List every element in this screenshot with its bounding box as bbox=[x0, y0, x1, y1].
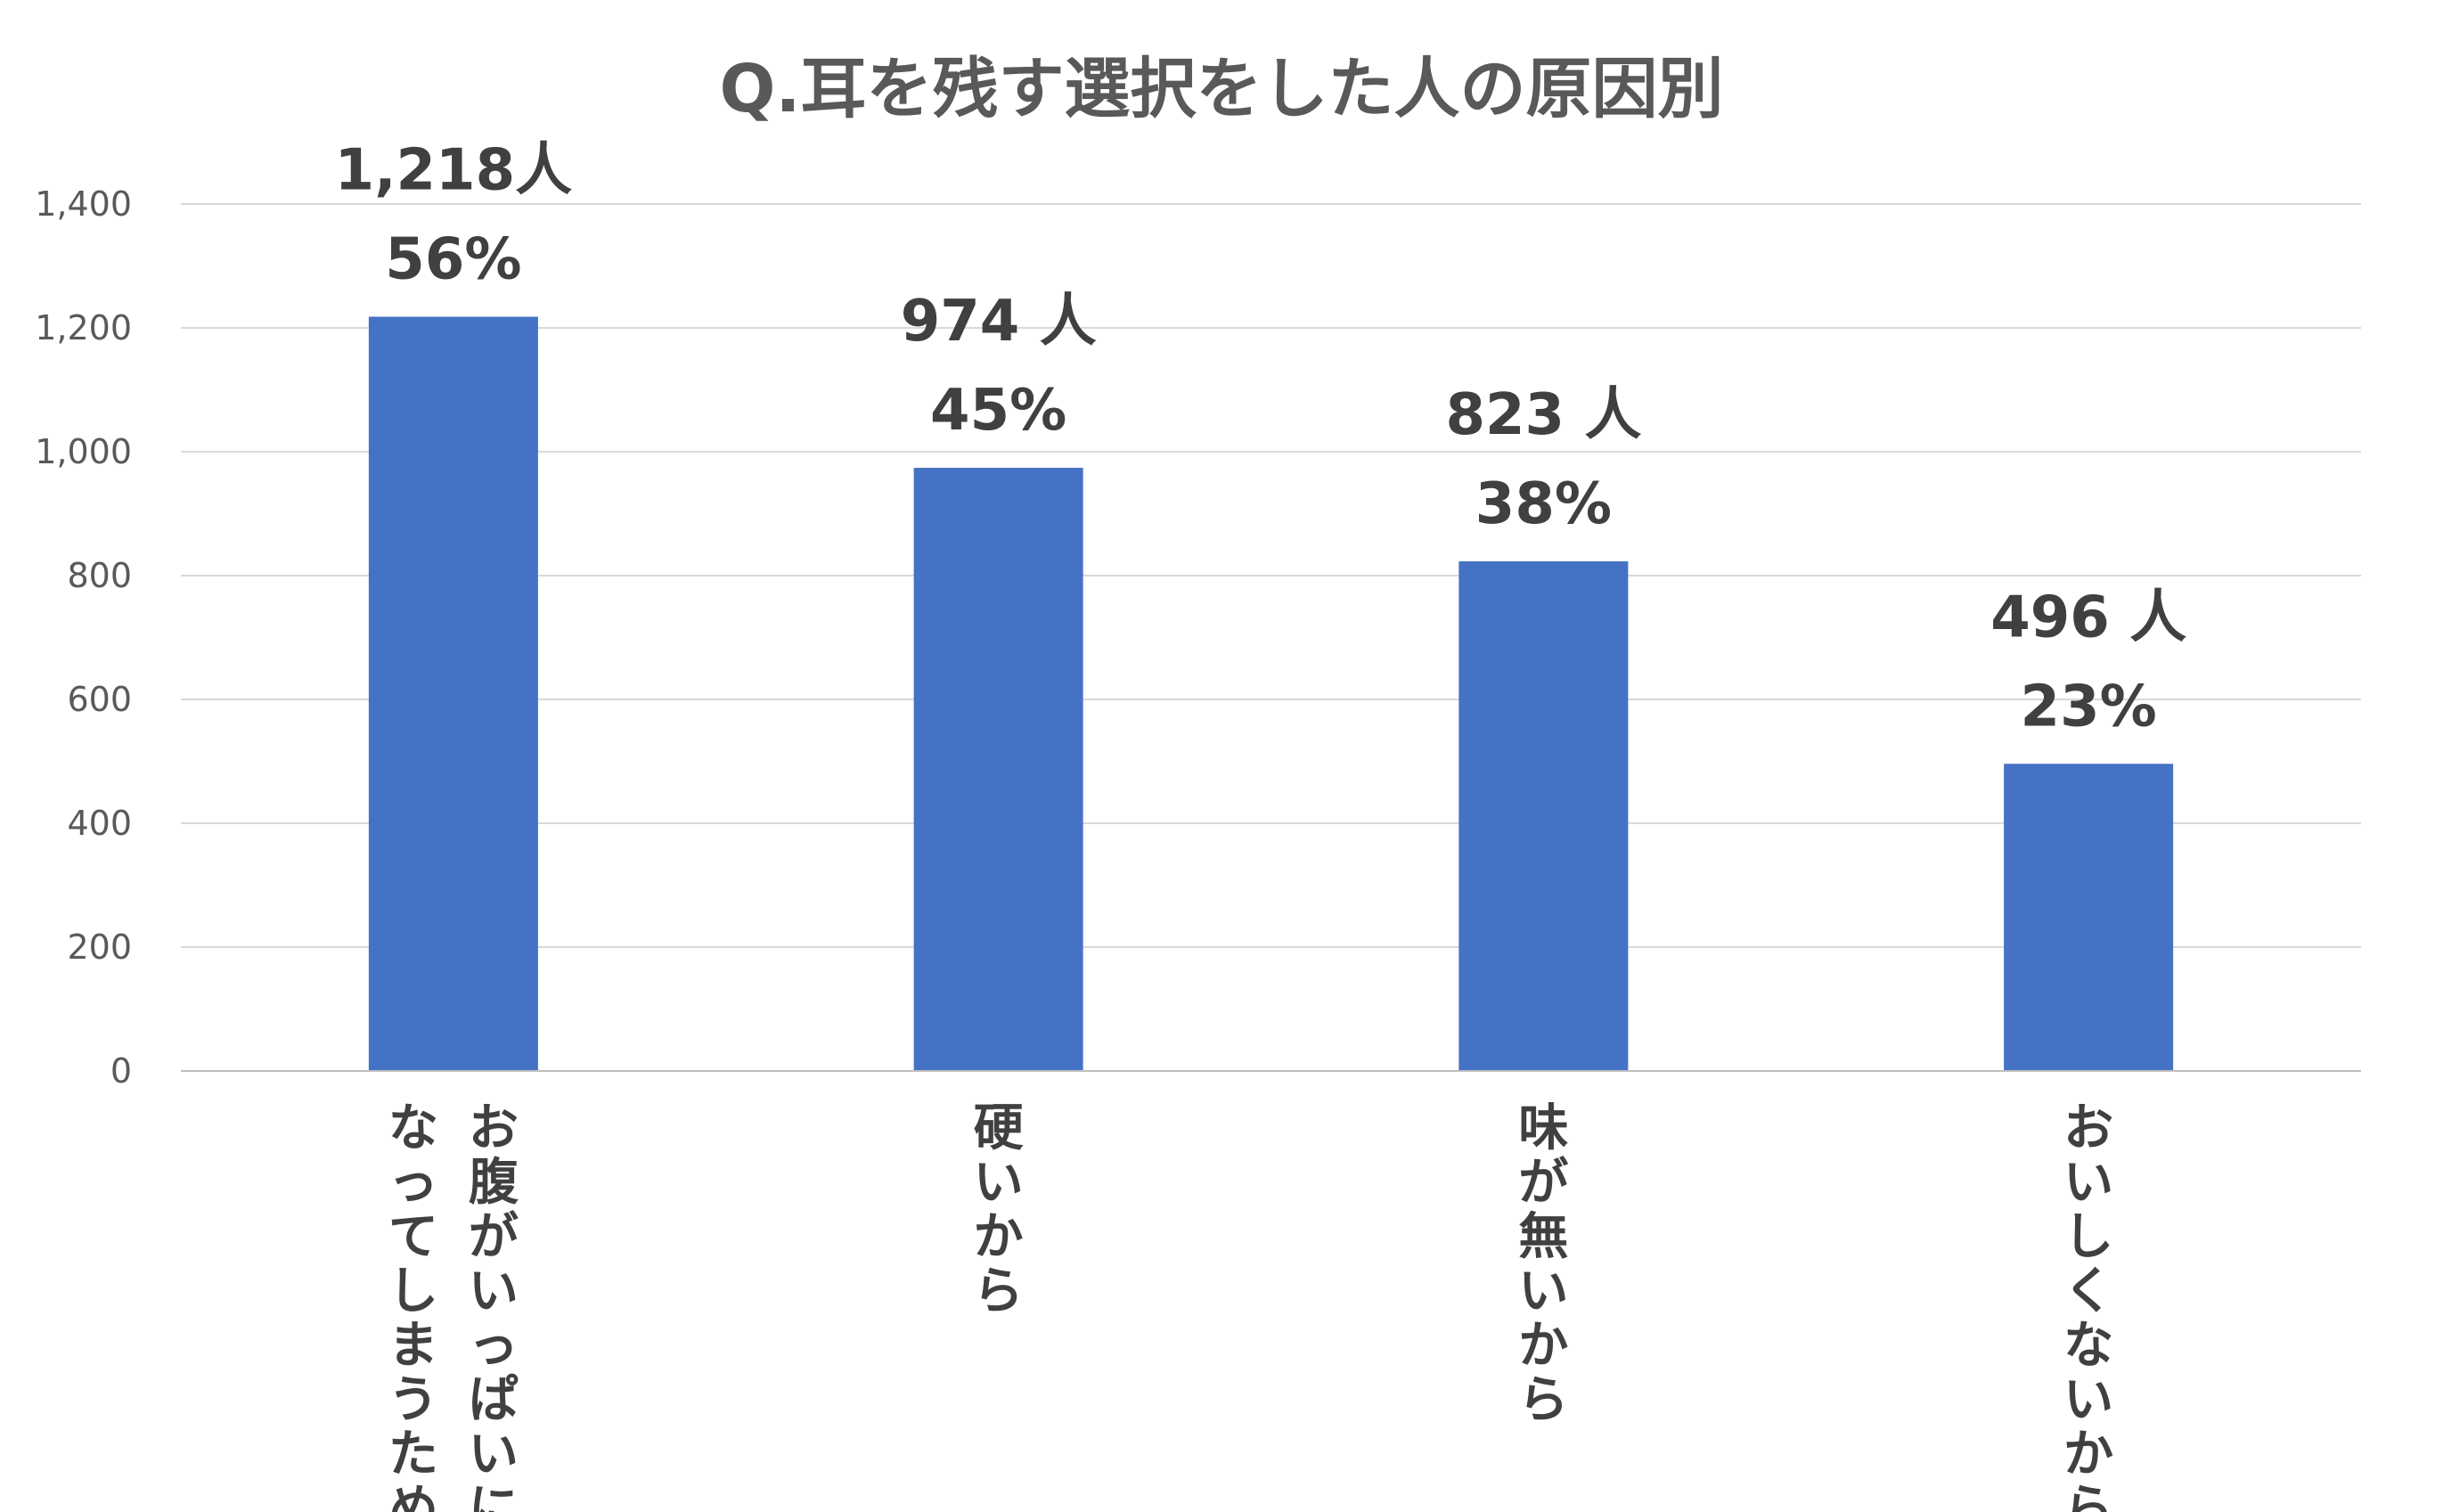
bar bbox=[913, 468, 1083, 1071]
y-tick-label: 400 bbox=[67, 804, 132, 843]
data-label-percent: 23% bbox=[2021, 674, 2157, 740]
y-tick-label: 1,400 bbox=[35, 184, 132, 224]
category-label-char: な bbox=[388, 1099, 438, 1157]
category-label-char: て bbox=[388, 1208, 438, 1266]
category-label-char: な bbox=[2063, 1317, 2113, 1375]
category-label-char: し bbox=[388, 1263, 438, 1320]
category-label-char: く bbox=[2063, 1263, 2113, 1320]
category-label-char: ら bbox=[974, 1263, 1024, 1320]
data-label-percent: 45% bbox=[930, 378, 1066, 444]
category-label-char: し bbox=[2063, 1208, 2113, 1266]
category-label-char: か bbox=[974, 1208, 1024, 1266]
category-label-char: か bbox=[2063, 1426, 2113, 1483]
category-label-char: い bbox=[469, 1426, 519, 1483]
category-label-char: っ bbox=[388, 1154, 438, 1212]
category-label-char: ら bbox=[2063, 1480, 2113, 1512]
category-label-char: い bbox=[974, 1154, 1024, 1212]
data-label-percent: 56% bbox=[385, 226, 521, 292]
category-label-char: い bbox=[2063, 1154, 2113, 1212]
category-label-char: 硬 bbox=[974, 1099, 1024, 1157]
bar bbox=[2004, 764, 2174, 1071]
category-label-char: た bbox=[388, 1426, 438, 1483]
data-label-count: 823 人 bbox=[1445, 382, 1641, 448]
y-tick-label: 1,000 bbox=[35, 432, 132, 471]
category-label-char: い bbox=[469, 1263, 519, 1320]
category-label-char: が bbox=[1518, 1154, 1568, 1212]
category-label-char: め bbox=[388, 1480, 438, 1512]
data-label-count: 496 人 bbox=[1990, 584, 2186, 650]
category-label-char: ら bbox=[1518, 1371, 1568, 1429]
category-label-char: お bbox=[2063, 1099, 2113, 1157]
category-label-char: 腹 bbox=[469, 1154, 519, 1212]
category-label-char: ぱ bbox=[469, 1371, 519, 1429]
data-label-percent: 38% bbox=[1475, 471, 1612, 537]
category-label-char: い bbox=[1518, 1263, 1568, 1320]
category-label-char: 無 bbox=[1518, 1208, 1568, 1266]
y-tick-label: 1,200 bbox=[35, 308, 132, 347]
bar bbox=[368, 316, 538, 1071]
chart-title: Q.耳を残す選択をした人の原因別 bbox=[719, 51, 1724, 127]
category-label-char: う bbox=[388, 1371, 438, 1429]
data-label-count: 974 人 bbox=[901, 289, 1097, 355]
y-tick-label: 800 bbox=[67, 556, 132, 595]
category-label-char: お bbox=[469, 1099, 519, 1157]
bar bbox=[1458, 561, 1629, 1071]
y-tick-label: 0 bbox=[110, 1051, 132, 1091]
y-tick-label: 600 bbox=[67, 680, 132, 719]
category-label-char: に bbox=[469, 1480, 519, 1512]
category-label-char: っ bbox=[469, 1317, 519, 1375]
category-label-char: が bbox=[469, 1208, 519, 1266]
category-label-char: 味 bbox=[1518, 1099, 1568, 1157]
category-label-char: か bbox=[1518, 1317, 1568, 1375]
category-label-char: い bbox=[2063, 1371, 2113, 1429]
y-tick-label: 200 bbox=[67, 928, 132, 967]
data-label-count: 1,218人 bbox=[335, 137, 572, 203]
category-label-char: ま bbox=[388, 1317, 438, 1375]
